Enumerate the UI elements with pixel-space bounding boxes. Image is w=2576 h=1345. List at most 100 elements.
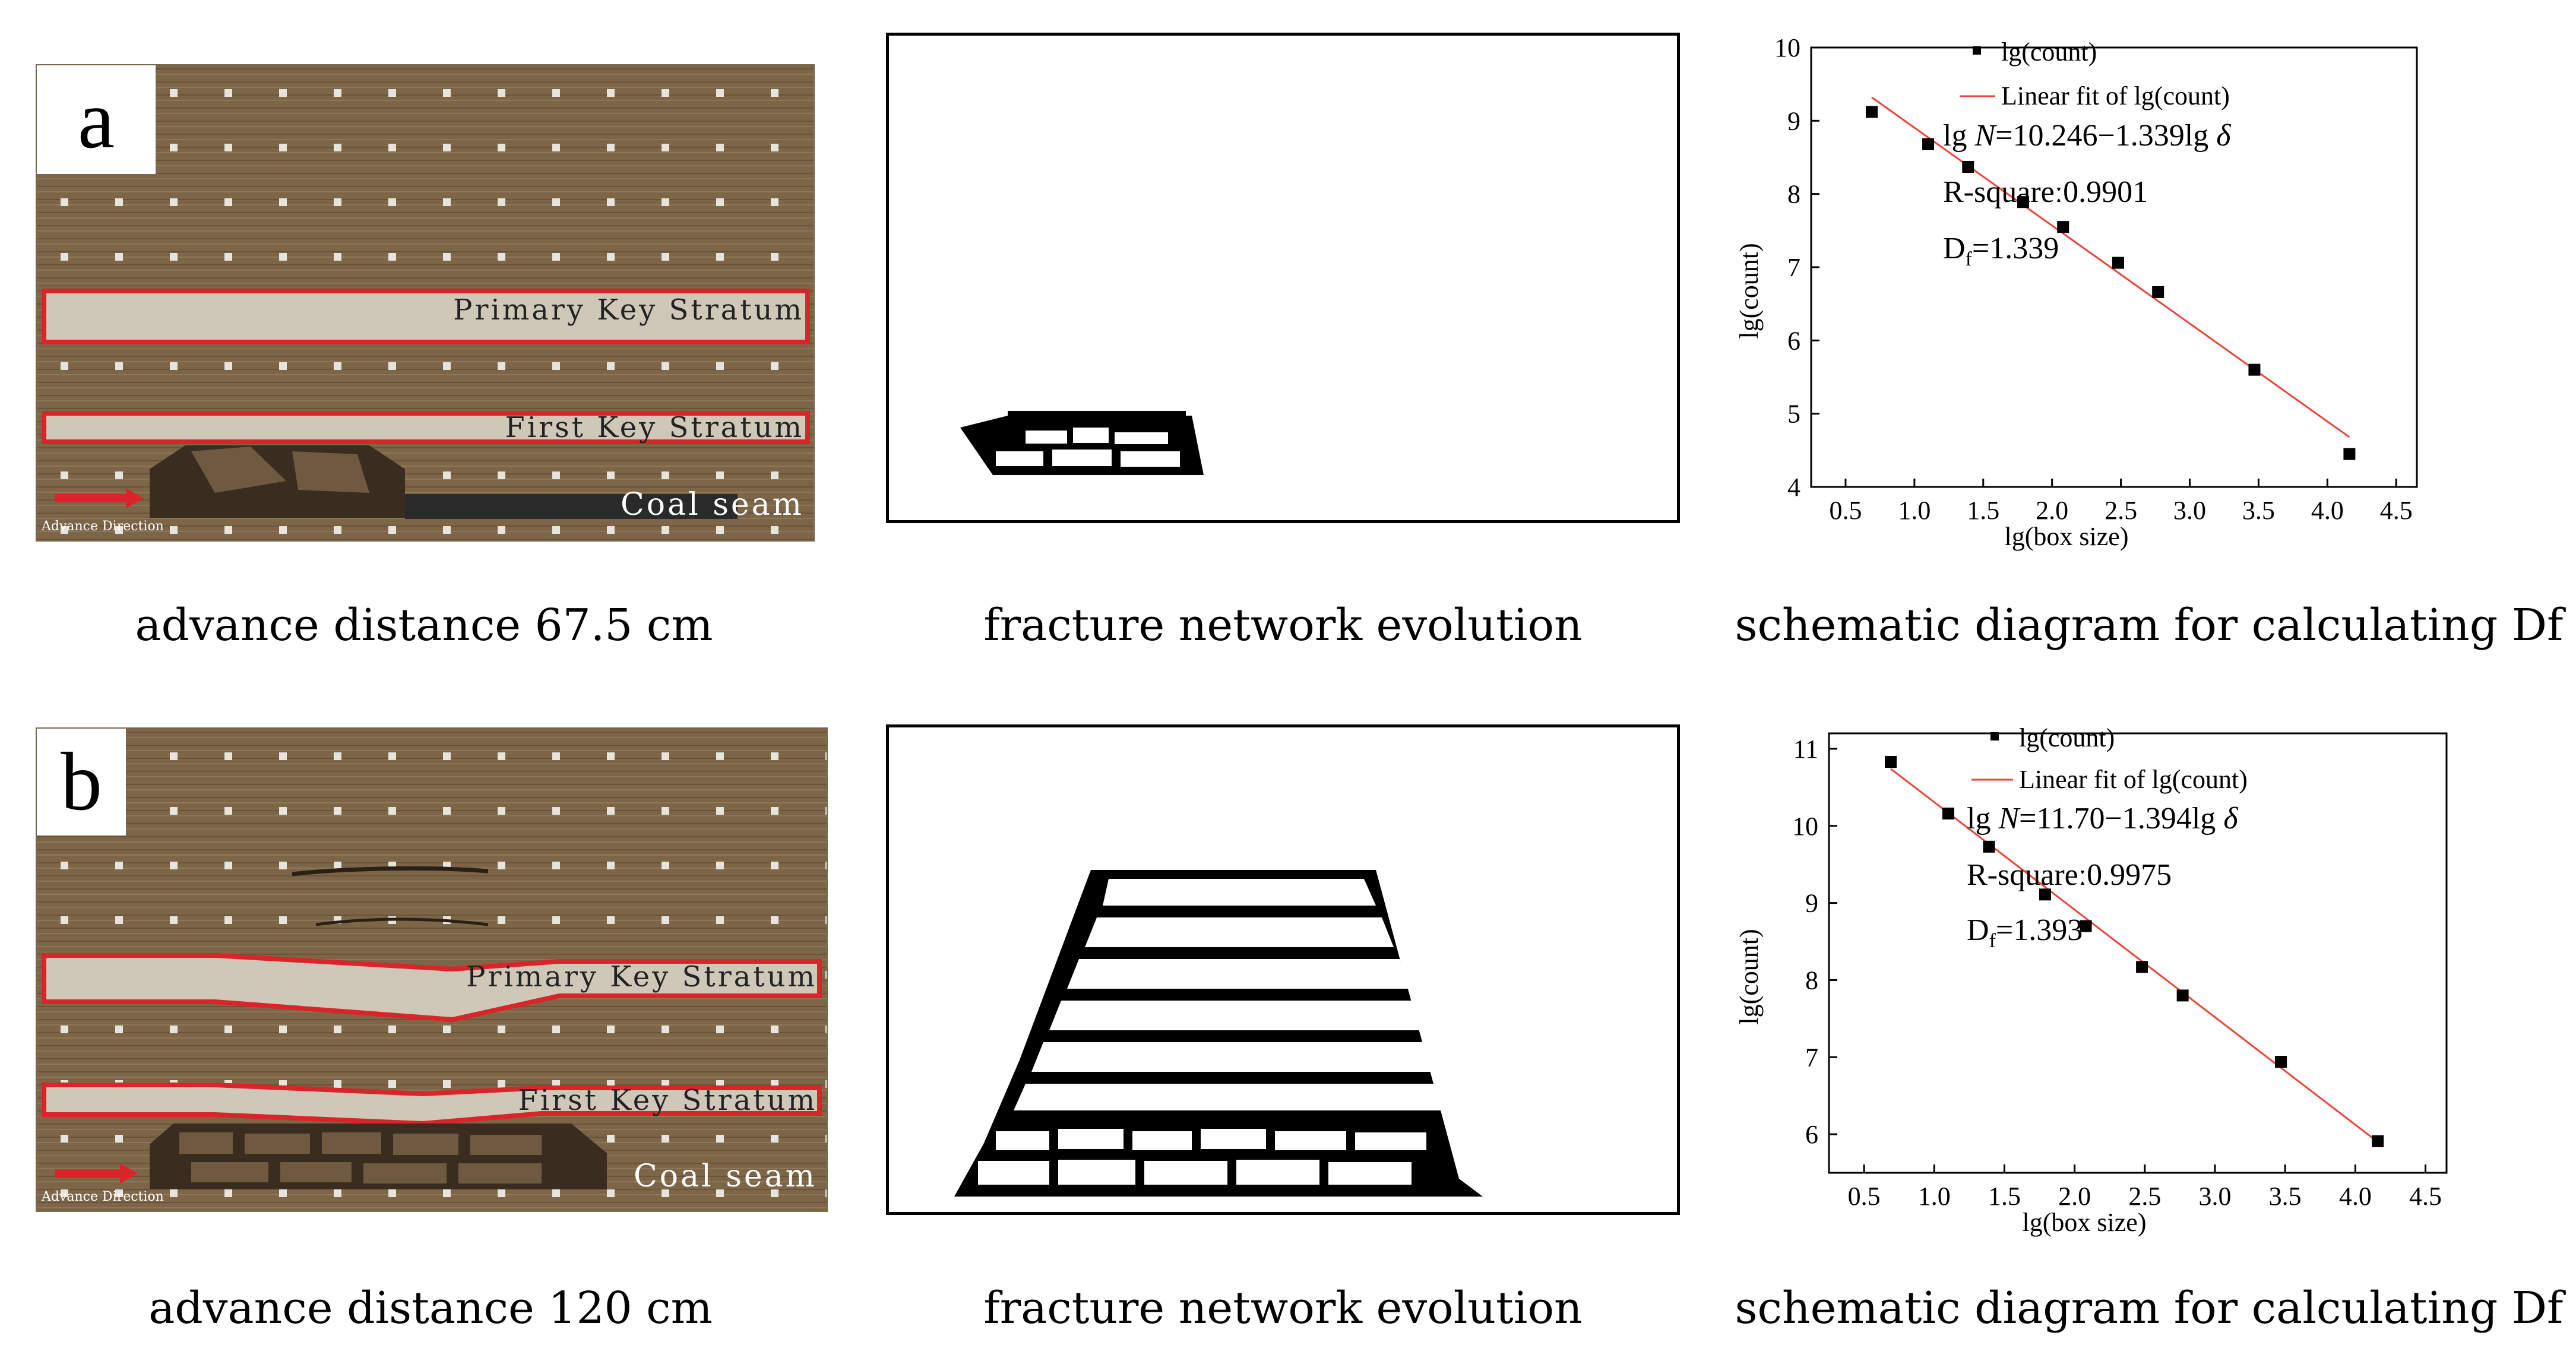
caption-fracture-a: fracture network evolution [983,600,1583,651]
legend-series-name: lg(count) [2019,723,2115,752]
df-value: =1.393 [1996,913,2083,947]
y-tick-label: 8 [1787,180,1800,209]
fracture-panel-a [886,33,1680,523]
first-key-stratum-label-b: First Key Stratum [518,1084,817,1117]
data-point [2136,961,2148,973]
data-point [2080,920,2092,932]
x-tick-label: 3.0 [2199,1182,2232,1211]
fit-line [1871,96,2350,438]
legend-fit-name: Linear fit of lg(count) [2019,765,2248,794]
photo-panel-b: b Primary Key Stratum First Key Stratum … [36,727,828,1212]
x-tick-label: 4.0 [2339,1182,2372,1211]
coal-seam-label-a: Coal seam [620,487,804,523]
data-point [1922,138,1935,150]
equation-delta: δ [2223,802,2238,836]
y-tick-label: 7 [1805,1043,1818,1072]
df-label: D [1943,232,1966,265]
fracture-panel-b [886,724,1680,1215]
y-tick-label: 5 [1787,400,1800,429]
caption-photo-b: advance distance 120 cm [148,1283,713,1334]
y-tick-label: 6 [1805,1120,1818,1149]
panel-letter-b: b [37,729,126,836]
y-tick-label: 7 [1787,253,1800,282]
y-tick-label: 11 [1793,735,1818,764]
x-tick-label: 1.5 [1967,496,1999,525]
caption-chart-b: schematic diagram for calculating Df [1735,1283,2564,1334]
df-text: Df=1.339 [1943,232,2059,270]
y-tick-label: 9 [1787,106,1800,135]
photo-panel-a: a Primary Key Stratum First Key Stratum … [36,64,815,542]
x-tick-label: 0.5 [1848,1182,1881,1211]
equation-var: N [1974,119,1997,153]
advance-direction-label-a: Advance Direction [42,519,164,534]
legend-fit-name: Linear fit of lg(count) [2001,81,2230,110]
equation-prefix: lg [1967,802,1998,836]
x-tick-label: 1.0 [1898,496,1931,525]
legend-series-name: lg(count) [2001,37,2097,67]
strata-photo-b [37,729,827,1211]
data-point [2017,196,2029,208]
fit-chart-svg-b: 0.5 1.0 1.5 2.0 2.5 3.0 3.5 4.0 4.5 6 7 8 9 10 11 lg(… [1735,723,2448,1237]
fracture-network-a [960,411,1204,475]
panel-letter-a: a [37,65,156,174]
y-tick-label: 6 [1787,326,1800,355]
data-point [1962,161,1974,173]
advance-direction-label-b: Advance Direction [42,1189,164,1204]
fit-equation: lg N=11.70−1.394lg δ [1967,802,2238,836]
primary-key-stratum-label-a: Primary Key Stratum [453,293,804,327]
y-axis-label: lg(count) [1735,929,1764,1024]
x-tick-label: 3.0 [2173,496,2206,525]
fracture-network-b [954,870,1483,1197]
x-tick-label: 4.0 [2311,496,2344,525]
y-tick-label: 9 [1805,889,1818,918]
legend-point-marker [1973,46,1981,55]
equation-body: =10.246−1.339lg [1995,119,2216,153]
x-tick-label: 4.5 [2380,496,2413,525]
data-point [1885,756,1897,768]
data-point [2112,257,2124,269]
x-tick-label: 1.0 [1918,1182,1951,1211]
r-square-text: R-squareː0.9975 [1967,858,2172,892]
caption-photo-a: advance distance 67.5 cm [135,600,713,651]
fit-chart-svg-a: 0.5 1.0 1.5 2.0 2.5 3.0 3.5 4.0 4.5 4 5 6 7 8 9 10 lg(… [1735,33,2418,551]
plot-frame [1828,732,2448,1174]
data-point [2248,363,2261,376]
caption-chart-a: schematic diagram for calculating Df [1735,600,2564,651]
first-key-stratum-label-a: First Key Stratum [505,411,804,444]
fit-equation: lg N=10.246−1.339lg δ [1943,119,2231,153]
r-square-text: R-squareː0.9901 [1943,175,2148,209]
fit-chart-b: 0.5 1.0 1.5 2.0 2.5 3.0 3.5 4.0 4.5 6 7 8 9 10 11 lg(… [1722,710,2576,1244]
data-point [2372,1135,2384,1147]
data-point [2343,448,2356,460]
legend-point-marker [1990,732,1999,740]
equation-body: =11.70−1.394lg [2019,802,2223,836]
fit-chart-a: 0.5 1.0 1.5 2.0 2.5 3.0 3.5 4.0 4.5 4 5 6 7 8 9 10 lg(… [1722,24,2576,558]
data-point [2152,286,2164,298]
x-axis-label: lg(box size) [2005,522,2129,551]
y-tick-label: 10 [1792,812,1818,841]
data-point [2057,221,2069,233]
df-value: =1.339 [1972,232,2059,265]
strata-photo-a [37,65,814,540]
x-tick-label: 1.5 [1988,1182,2021,1211]
df-subscript: f [1989,930,1996,952]
df-label: D [1967,913,1989,947]
x-tick-label: 3.5 [2242,496,2275,525]
y-tick-label: 8 [1805,966,1818,995]
y-tick-label: 4 [1787,473,1800,502]
df-subscript: f [1966,248,1973,270]
equation-prefix: lg [1943,119,1974,153]
x-tick-label: 2.0 [2036,496,2068,525]
df-text: Df=1.393 [1967,913,2083,952]
data-point [1942,808,1954,820]
data-point [1866,106,1878,118]
data-point [2176,989,2189,1002]
x-tick-label: 2.5 [2128,1182,2161,1211]
x-tick-label: 0.5 [1829,496,1862,525]
x-tick-label: 4.5 [2409,1182,2442,1211]
fit-line [1890,768,2379,1143]
x-tick-label: 2.5 [2105,496,2137,525]
x-axis-label: lg(box size) [2023,1208,2147,1237]
equation-delta: δ [2216,119,2231,153]
data-point [1983,840,1995,853]
